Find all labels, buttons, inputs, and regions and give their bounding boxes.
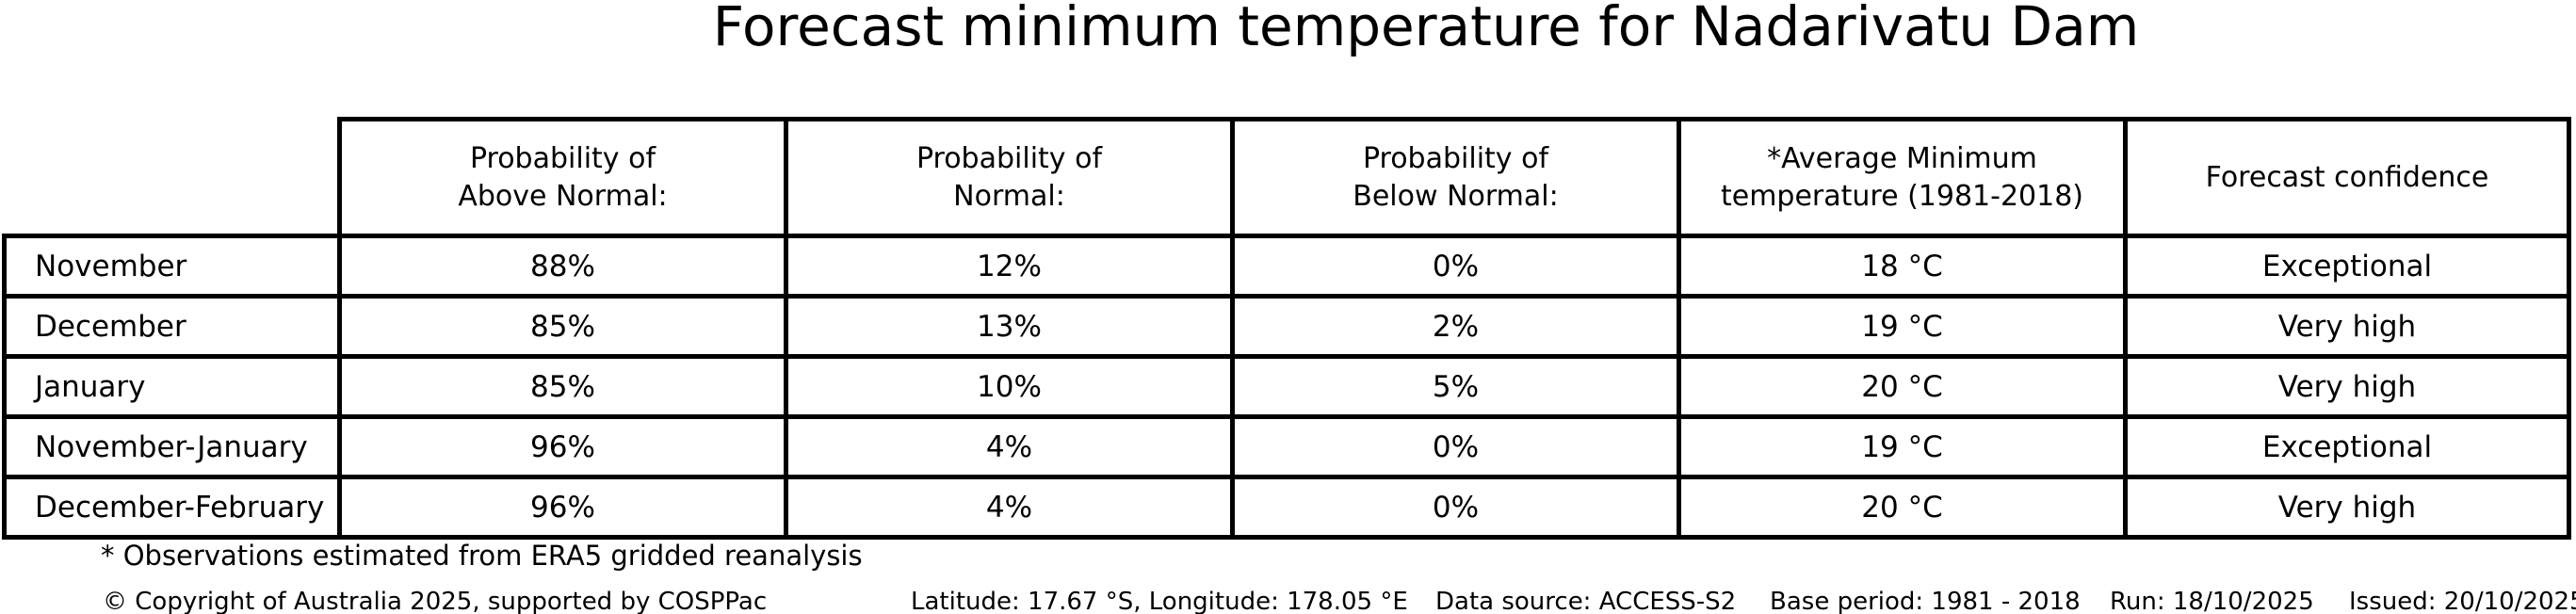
column-header-above-normal: Probability of Above Normal: <box>337 117 788 238</box>
normal-cell: 10% <box>784 354 1235 419</box>
below-normal-cell: 0% <box>1230 414 1681 479</box>
forecast-table: Probability of Above Normal: Probability… <box>2 117 2571 540</box>
header-line: Above Normal: <box>458 179 668 213</box>
above-normal-cell: 96% <box>337 475 788 540</box>
above-normal-cell: 96% <box>337 414 788 479</box>
period-cell: December-February <box>2 475 342 540</box>
period-cell: November-January <box>2 414 342 479</box>
header-line: Forecast confidence <box>2205 160 2489 194</box>
period-cell: January <box>2 354 342 419</box>
below-normal-cell: 5% <box>1230 354 1681 419</box>
page-title: Forecast minimum temperature for Nadariv… <box>712 0 2140 58</box>
normal-cell: 12% <box>784 234 1235 299</box>
coordinates-text: Latitude: 17.67 °S, Longitude: 178.05 °E <box>911 588 1408 614</box>
above-normal-cell: 85% <box>337 294 788 359</box>
normal-cell: 13% <box>784 294 1235 359</box>
period-cell: November <box>2 234 342 299</box>
normal-cell: 4% <box>784 414 1235 479</box>
table-row: December-February 96% 4% 0% 20 °C Very h… <box>2 475 2571 540</box>
above-normal-cell: 88% <box>337 234 788 299</box>
table-row: November-January 96% 4% 0% 19 °C Excepti… <box>2 414 2571 479</box>
run-date-text: Run: 18/10/2025 <box>2110 588 2314 614</box>
copyright-text: © Copyright of Australia 2025, supported… <box>103 588 768 614</box>
below-normal-cell: 2% <box>1230 294 1681 359</box>
footnote: * Observations estimated from ERA5 gridd… <box>101 540 863 572</box>
average-minimum-cell: 19 °C <box>1677 294 2128 359</box>
column-header-below-normal: Probability of Below Normal: <box>1230 117 1681 238</box>
confidence-cell: Very high <box>2123 354 2571 419</box>
header-line: Probability of <box>1362 141 1549 175</box>
table-row: December 85% 13% 2% 19 °C Very high <box>2 294 2571 359</box>
normal-cell: 4% <box>784 475 1235 540</box>
period-cell: December <box>2 294 342 359</box>
average-minimum-cell: 20 °C <box>1677 475 2128 540</box>
header-line: temperature (1981-2018) <box>1720 179 2084 213</box>
corner-spacer-cell <box>4 119 340 236</box>
average-minimum-cell: 18 °C <box>1677 234 2128 299</box>
confidence-cell: Very high <box>2123 294 2571 359</box>
column-header-normal: Probability of Normal: <box>784 117 1235 238</box>
average-minimum-cell: 20 °C <box>1677 354 2128 419</box>
column-header-average-minimum: *Average Minimum temperature (1981-2018) <box>1677 117 2128 238</box>
header-row: Probability of Above Normal: Probability… <box>4 117 2571 238</box>
confidence-cell: Exceptional <box>2123 234 2571 299</box>
confidence-cell: Very high <box>2123 475 2571 540</box>
header-line: Probability of <box>915 141 1103 175</box>
base-period-text: Base period: 1981 - 2018 <box>1770 588 2081 614</box>
confidence-cell: Exceptional <box>2123 414 2571 479</box>
below-normal-cell: 0% <box>1230 234 1681 299</box>
below-normal-cell: 0% <box>1230 475 1681 540</box>
header-line: Below Normal: <box>1353 179 1559 213</box>
column-header-forecast-confidence: Forecast confidence <box>2123 117 2571 238</box>
data-source-text: Data source: ACCESS-S2 <box>1435 588 1737 614</box>
table-row: January 85% 10% 5% 20 °C Very high <box>2 354 2571 419</box>
above-normal-cell: 85% <box>337 354 788 419</box>
average-minimum-cell: 19 °C <box>1677 414 2128 479</box>
issued-date-text: Issued: 20/10/2025 <box>2349 588 2576 614</box>
header-line: *Average Minimum <box>1767 141 2037 175</box>
table-row: November 88% 12% 0% 18 °C Exceptional <box>2 234 2571 299</box>
header-line: Probability of <box>469 141 656 175</box>
header-line: Normal: <box>953 179 1065 213</box>
